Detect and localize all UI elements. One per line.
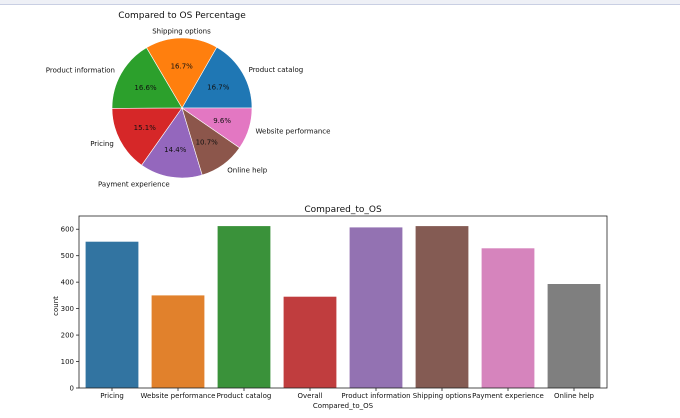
bar-chart-frame [78,215,608,389]
pie-label-shipping-options: Shipping options [152,28,211,36]
x-tick-label-product-information: Product information [341,392,410,400]
bar-chart-xlabel: Compared_to_OS [313,402,374,410]
pie-slice-pricing [111,107,183,166]
pie-slice-website-performance [181,107,253,149]
bar-chart: Compared_to_OS 0 100 200 300 400 500 600 Pricin… [52,205,608,410]
pie-pct-label-product-information: 16.6% [134,84,157,92]
pie-pct-label-online-help: 10.7% [196,138,219,146]
y-tick-label: 100 [61,358,74,366]
x-tick-label-payment-experience: Payment experience [472,392,544,400]
y-tick-label: 400 [61,279,74,287]
x-tick-label-online-help: Online help [554,392,594,400]
y-tick-label: 300 [61,305,74,313]
x-tick-label-pricing: Pricing [100,392,124,400]
pie-label-product-catalog: Product catalog [249,66,304,74]
x-tick-label-overall: Overall [297,392,322,400]
bar-overall [283,296,337,388]
pie-label-pricing: Pricing [90,140,114,148]
bar-product-information [349,227,403,388]
bar-chart-ylabel: count [52,296,60,316]
bar-shipping-options [415,226,469,388]
x-tick-label-website-performance: Website performance [141,392,216,400]
pie-slice-product-catalog [181,46,253,109]
pie-pct-label-pricing: 15.1% [134,124,157,132]
window-top-rule [0,0,680,5]
y-tick-label: 200 [61,332,74,340]
pie-pct-label-shipping-options: 16.7% [171,63,194,71]
pie-slice-product-information [111,47,183,109]
bar-chart-title: Compared_to_OS [304,205,382,215]
bar-website-performance [151,295,205,388]
pie-chart-title: Compared to OS Percentage [118,11,246,21]
pie-label-website-performance: Website performance [256,127,331,135]
x-tick-label-product-catalog: Product catalog [217,392,272,400]
y-tick-label: 500 [61,252,74,260]
bar-online-help [547,284,601,388]
bar-payment-experience [481,248,535,388]
y-tick-label: 0 [70,385,74,393]
pie-label-product-information: Product information [46,67,115,75]
y-tick-label: 600 [61,226,74,234]
x-tick-label-shipping-options: Shipping options [413,392,472,400]
pie-pct-label-payment-experience: 14.4% [164,146,187,154]
bar-pricing [85,241,139,388]
pie-pct-label-product-catalog: 16.7% [207,83,230,91]
pie-slice-shipping-options [146,37,218,109]
pie-pct-label-website-performance: 9.6% [213,117,231,125]
pie-label-payment-experience: Payment experience [98,181,170,189]
bar-product-catalog [217,226,271,388]
pie-chart: Compared to OS Percentage 16.7% Product c… [46,11,331,189]
pie-label-online-help: Online help [227,167,267,175]
